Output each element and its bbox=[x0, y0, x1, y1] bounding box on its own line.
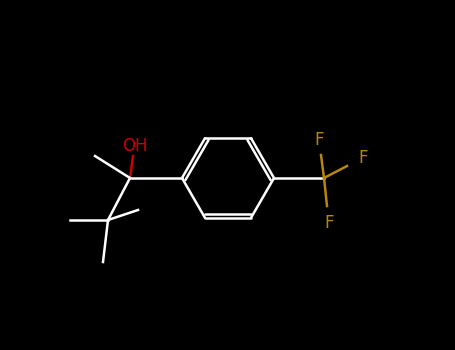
Text: F: F bbox=[314, 131, 324, 149]
Text: F: F bbox=[324, 214, 334, 232]
Text: F: F bbox=[358, 149, 368, 167]
Text: OH: OH bbox=[122, 137, 148, 155]
